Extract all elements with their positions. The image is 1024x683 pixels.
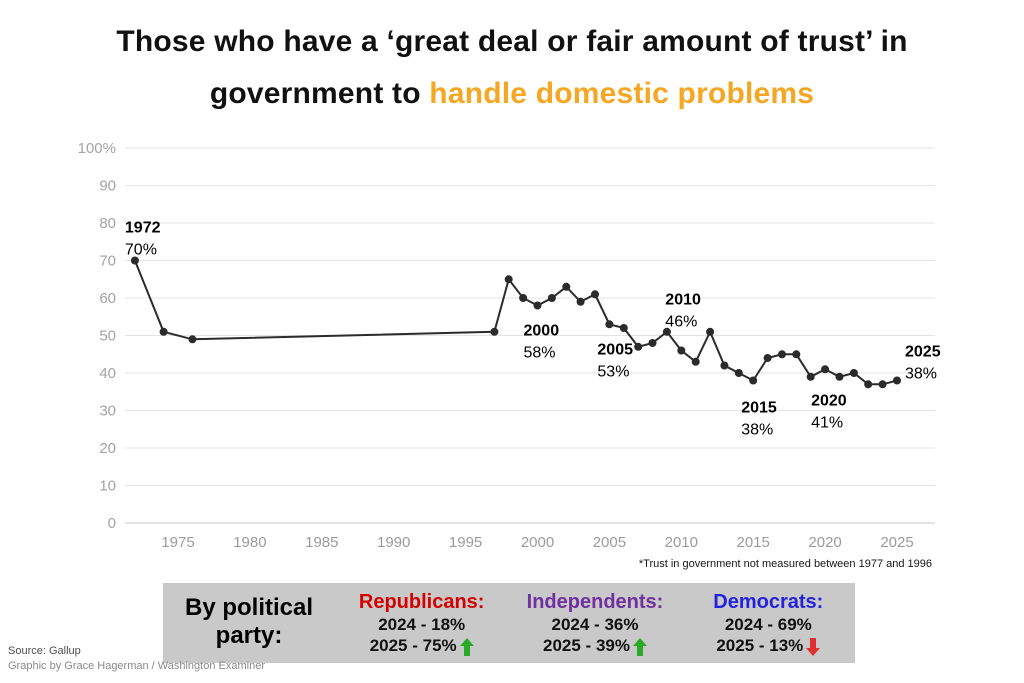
annotation-value-1972: 70% bbox=[125, 242, 157, 259]
x-axis-label-1985: 1985 bbox=[305, 534, 338, 551]
data-point-2011 bbox=[691, 357, 700, 366]
x-axis-label-1975: 1975 bbox=[161, 534, 194, 551]
data-point-2003 bbox=[576, 297, 585, 306]
data-point-1972 bbox=[130, 256, 139, 265]
data-point-2005 bbox=[605, 320, 614, 329]
party-panel-heading: By political party: bbox=[184, 594, 314, 649]
data-point-2012 bbox=[706, 327, 715, 336]
y-axis-label-70: 70 bbox=[99, 253, 116, 270]
annotation-value-2015: 38% bbox=[741, 422, 773, 439]
data-point-2017 bbox=[778, 350, 786, 359]
chart-title-line2-black: government to bbox=[209, 77, 430, 110]
source-credit: Source: Gallup bbox=[8, 645, 81, 657]
y-axis-label-90: 90 bbox=[99, 178, 116, 195]
y-axis-label-30: 30 bbox=[99, 403, 116, 420]
x-axis-label-2020: 2020 bbox=[808, 534, 841, 551]
data-point-1998 bbox=[504, 275, 513, 284]
data-point-2018 bbox=[792, 350, 801, 359]
republicans-2024-value: 2024 - 18% bbox=[378, 615, 466, 634]
data-point-2008 bbox=[648, 339, 657, 347]
annotation-value-2005: 53% bbox=[597, 363, 629, 380]
data-point-2025 bbox=[893, 376, 901, 385]
data-point-2016 bbox=[763, 354, 772, 362]
x-axis-label-1990: 1990 bbox=[377, 534, 410, 551]
data-point-2020 bbox=[821, 365, 830, 374]
trend-up-icon bbox=[632, 638, 647, 656]
democrats-label: Democrats: bbox=[713, 591, 824, 613]
x-axis-label-2010: 2010 bbox=[665, 534, 698, 551]
annotation-value-2025: 38% bbox=[905, 366, 937, 383]
y-axis-label-0: 0 bbox=[108, 515, 116, 532]
party-panel: By political party: Republicans: 2024 - … bbox=[163, 583, 855, 663]
annotation-value-2000: 58% bbox=[524, 345, 556, 362]
republicans-2025-value: 2025 - 75% bbox=[369, 636, 457, 655]
trend-line bbox=[133, 260, 898, 386]
footer: Source: Gallup Graphic by Grace Hagerman… bbox=[8, 644, 265, 674]
party-group-independents: Independents: 2024 - 36% 2025 - 39% bbox=[508, 583, 681, 656]
data-point-2023 bbox=[864, 380, 873, 389]
chart-title: Those who have a ‘great deal or fair amo… bbox=[0, 16, 1024, 120]
data-point-2001 bbox=[547, 294, 556, 302]
data-point-1997 bbox=[490, 327, 499, 336]
data-point-2015 bbox=[749, 376, 758, 385]
y-axis-label-20: 20 bbox=[99, 440, 116, 457]
data-point-2022 bbox=[849, 369, 858, 377]
x-axis-label-1980: 1980 bbox=[233, 534, 266, 551]
x-axis-label-2005: 2005 bbox=[593, 534, 626, 551]
x-axis-label-2000: 2000 bbox=[521, 534, 554, 551]
democrats-2024-value: 2024 - 69% bbox=[724, 615, 812, 634]
republicans-label: Republicans: bbox=[358, 591, 485, 613]
republicans-2025-line: 2025 - 75% bbox=[335, 635, 508, 656]
data-point-1976 bbox=[188, 335, 197, 344]
democrats-2025-line: 2025 - 13% bbox=[682, 635, 855, 656]
data-point-1974 bbox=[159, 327, 168, 336]
annotation-year-2010: 2010 bbox=[665, 292, 701, 309]
y-axis-label-100: 100% bbox=[78, 140, 116, 157]
annotation-value-2010: 46% bbox=[665, 314, 697, 331]
x-axis-label-2015: 2015 bbox=[737, 534, 770, 551]
y-axis-label-50: 50 bbox=[99, 328, 116, 345]
y-axis-label-40: 40 bbox=[99, 365, 116, 382]
independents-2025-line: 2025 - 39% bbox=[508, 635, 681, 656]
graphic-credit: Graphic by Grace Hagerman / Washington E… bbox=[8, 660, 265, 672]
x-axis-label-2025: 2025 bbox=[880, 534, 913, 551]
annotation-value-2020: 41% bbox=[811, 414, 843, 431]
annotation-year-2015: 2015 bbox=[741, 400, 777, 417]
trend-chart: 0 10 20 30 40 50 60 70 80 90 100% 1975 1980 1985 1990 1… bbox=[78, 140, 941, 570]
chart-title-line2-accent: handle domestic problems bbox=[429, 77, 815, 110]
x-axis-label-1995: 1995 bbox=[449, 534, 482, 551]
data-point-2021 bbox=[835, 372, 844, 381]
data-point-2014 bbox=[734, 369, 743, 377]
y-axis-label-10: 10 bbox=[99, 478, 116, 495]
independents-2024-value: 2024 - 36% bbox=[551, 615, 639, 634]
annotation-year-2005: 2005 bbox=[597, 341, 633, 358]
data-point-2006 bbox=[619, 324, 628, 332]
data-point-2009 bbox=[662, 327, 671, 336]
independents-label: Independents: bbox=[526, 591, 664, 613]
y-axis-label-80: 80 bbox=[99, 215, 116, 232]
data-point-2000 bbox=[533, 301, 542, 310]
y-axis-label-60: 60 bbox=[99, 290, 116, 307]
data-point-2002 bbox=[562, 282, 571, 291]
chart-title-line1: Those who have a ‘great deal or fair amo… bbox=[116, 25, 908, 58]
data-point-1999 bbox=[519, 294, 528, 302]
democrats-2025-value: 2025 - 13% bbox=[716, 636, 804, 655]
independents-2025-value: 2025 - 39% bbox=[543, 636, 630, 655]
data-point-2013 bbox=[720, 361, 729, 370]
data-point-2004 bbox=[591, 290, 599, 299]
party-group-republicans: Republicans: 2024 - 18% 2025 - 75% bbox=[335, 583, 508, 656]
chart-footnote: *Trust in government not measured betwee… bbox=[639, 558, 932, 570]
annotation-year-2025: 2025 bbox=[905, 344, 941, 361]
annotation-year-2020: 2020 bbox=[811, 392, 847, 409]
party-group-democrats: Democrats: 2024 - 69% 2025 - 13% bbox=[682, 583, 855, 656]
trend-down-icon bbox=[806, 638, 821, 656]
annotation-year-2000: 2000 bbox=[524, 323, 560, 340]
annotation-year-1972: 1972 bbox=[125, 220, 161, 237]
data-point-2010 bbox=[677, 346, 686, 355]
data-point-2024 bbox=[878, 380, 887, 389]
trend-up-icon bbox=[459, 638, 474, 656]
data-point-2007 bbox=[634, 342, 643, 351]
chart-title-line2: government to handle domestic problems bbox=[0, 68, 1024, 120]
data-point-2019 bbox=[806, 372, 815, 381]
